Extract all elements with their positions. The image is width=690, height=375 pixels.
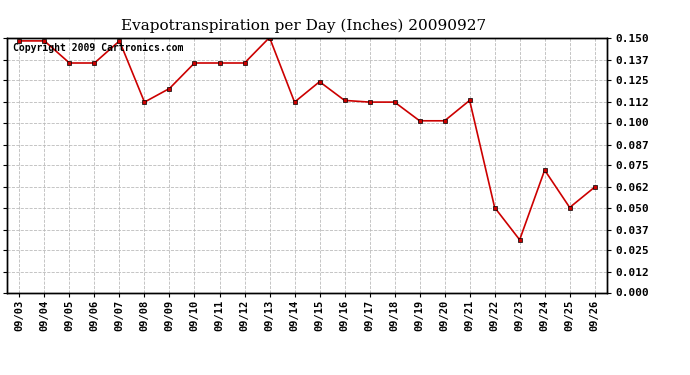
Text: Evapotranspiration per Day (Inches) 20090927: Evapotranspiration per Day (Inches) 2009…: [121, 19, 486, 33]
Text: Copyright 2009 Cartronics.com: Copyright 2009 Cartronics.com: [13, 43, 184, 52]
